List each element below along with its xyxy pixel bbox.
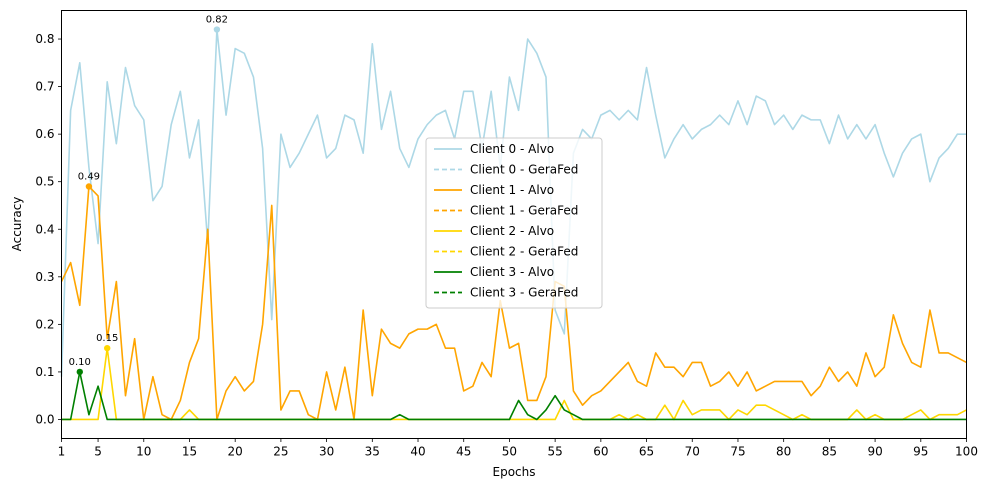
y-axis: 0.0 0.1 0.2 0.3 0.4 0.5 0.6 0.7 0.8 xyxy=(35,32,62,426)
y-tick-label-2: 0.2 xyxy=(35,317,54,331)
series-line-2 xyxy=(60,185,967,421)
legend-label-4: Client 2 - Alvo xyxy=(470,224,554,238)
max-marker-0 xyxy=(213,26,221,33)
legend-box xyxy=(425,137,603,309)
x-tick-label-19: 95 xyxy=(913,445,928,459)
x-tick-label-4: 20 xyxy=(228,445,243,459)
max-marker-1 xyxy=(85,183,93,190)
max-label-3: 0.10 xyxy=(69,357,91,368)
y-tick-label-7: 0.7 xyxy=(35,80,54,94)
legend-label-7: Client 3 - GeraFed xyxy=(470,286,578,300)
x-axis: 1 5 10 15 20 25 30 35 40 45 50 55 60 65 70 75 80 85 90 95 10… xyxy=(58,438,978,459)
legend-label-0: Client 0 - Alvo xyxy=(470,142,554,156)
x-tick-label-1: 5 xyxy=(94,445,102,459)
legend-label-5: Client 2 - GeraFed xyxy=(470,245,578,259)
y-tick-label-0: 0.0 xyxy=(35,412,54,426)
y-tick-label-1: 0.1 xyxy=(35,365,54,379)
legend-label-6: Client 3 - Alvo xyxy=(470,265,554,279)
max-marker-3 xyxy=(76,368,83,376)
x-tick-label-14: 70 xyxy=(685,445,700,459)
legend: Client 0 - Alvo Client 0 - GeraFed Client … xyxy=(425,137,603,309)
series-layer xyxy=(60,28,967,421)
x-axis-label: Epochs xyxy=(493,465,536,479)
plot-frame xyxy=(61,10,967,439)
x-tick-label-11: 55 xyxy=(547,445,562,459)
x-tick-label-8: 40 xyxy=(410,445,425,459)
y-axis-label: Accuracy xyxy=(10,197,24,252)
x-tick-label-15: 75 xyxy=(730,445,745,459)
y-tick-label-3: 0.3 xyxy=(35,270,54,284)
x-tick-label-3: 15 xyxy=(182,445,197,459)
x-tick-label-5: 25 xyxy=(273,445,288,459)
max-label-2: 0.15 xyxy=(96,333,118,344)
max-label-1: 0.49 xyxy=(78,171,100,182)
y-tick-label-5: 0.5 xyxy=(35,175,54,189)
max-marker-2 xyxy=(104,344,111,352)
x-tick-label-0: 1 xyxy=(58,445,66,459)
legend-label-1: Client 0 - GeraFed xyxy=(470,163,578,177)
max-label-0: 0.82 xyxy=(206,15,228,26)
y-tick-label-4: 0.4 xyxy=(35,222,54,236)
x-tick-label-9: 45 xyxy=(456,445,471,459)
x-tick-label-2: 10 xyxy=(136,445,151,459)
series-line-6 xyxy=(61,371,967,421)
legend-label-3: Client 1 - GeraFed xyxy=(470,204,578,218)
x-tick-label-6: 30 xyxy=(319,445,334,459)
annotation-layer: 0.82 0.49 0.15 0.10 xyxy=(69,15,228,376)
x-tick-label-7: 35 xyxy=(365,445,380,459)
series-line-0 xyxy=(60,28,967,377)
x-tick-label-17: 85 xyxy=(822,445,837,459)
x-tick-label-18: 90 xyxy=(867,445,882,459)
y-tick-label-8: 0.8 xyxy=(35,32,54,46)
x-tick-label-20: 100 xyxy=(955,445,978,459)
x-tick-label-10: 50 xyxy=(502,445,517,459)
x-tick-label-12: 60 xyxy=(593,445,608,459)
legend-label-2: Client 1 - Alvo xyxy=(470,183,554,197)
x-tick-label-13: 65 xyxy=(639,445,654,459)
x-tick-label-16: 80 xyxy=(776,445,791,459)
y-tick-label-6: 0.6 xyxy=(35,127,54,141)
